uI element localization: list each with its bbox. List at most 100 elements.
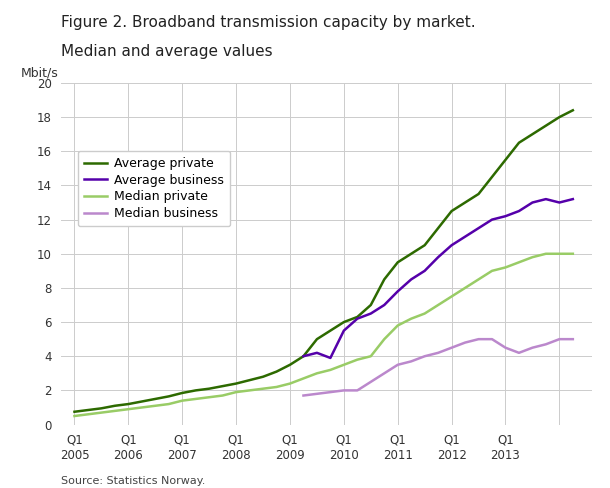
Median private [259,386,267,391]
Median private [556,251,563,257]
Average private [529,131,536,137]
Text: Median and average values: Median and average values [61,44,273,59]
Median private [152,403,159,408]
Average business [569,196,576,202]
Average private [461,200,468,205]
Median private [515,260,523,265]
Median private [124,406,132,412]
Average business [556,200,563,205]
Text: Figure 2. Broadband transmission capacity by market.: Figure 2. Broadband transmission capacit… [61,15,476,30]
Median business [569,336,576,342]
Average private [502,157,509,163]
Average private [569,107,576,113]
Median private [219,392,226,398]
Line: Median business: Median business [303,339,573,395]
Average business [448,243,455,248]
Average private [71,409,78,415]
Median private [206,394,213,400]
Median private [327,367,334,373]
Median private [273,384,280,390]
Average private [124,401,132,407]
Average private [489,174,496,180]
Median business [489,336,496,342]
Median private [71,413,78,419]
Average private [381,276,388,282]
Median business [461,340,468,346]
Median business [314,391,321,397]
Average private [434,225,442,231]
Median business [300,392,307,398]
Average private [206,386,213,391]
Average private [246,377,253,383]
Average private [327,328,334,334]
Legend: Average private, Average business, Median private, Median business: Average private, Average business, Media… [78,151,230,226]
Average private [394,260,401,265]
Average private [286,362,293,368]
Median business [340,387,348,393]
Median private [192,396,199,402]
Median private [300,376,307,382]
Median business [354,387,361,393]
Average business [314,350,321,356]
Median private [314,370,321,376]
Median business [407,358,415,364]
Median business [381,370,388,376]
Average private [98,406,105,411]
Average business [475,225,483,231]
Text: Mbit/s: Mbit/s [21,66,59,80]
Median private [381,336,388,342]
Average business [529,200,536,205]
Median business [327,389,334,395]
Average private [300,353,307,359]
Average private [273,369,280,375]
Median private [84,411,92,417]
Median private [448,293,455,299]
Median private [138,405,145,410]
Average business [340,328,348,334]
Line: Average business: Average business [303,199,573,358]
Average private [407,251,415,257]
Median business [367,379,375,385]
Median private [340,362,348,368]
Median business [529,345,536,350]
Average business [327,355,334,361]
Average private [367,302,375,308]
Text: Source: Statistics Norway.: Source: Statistics Norway. [61,476,206,486]
Average private [354,314,361,320]
Average private [179,390,186,396]
Median private [529,254,536,260]
Average private [84,407,92,413]
Average private [448,208,455,214]
Average private [515,140,523,145]
Average private [421,243,428,248]
Line: Average private: Average private [74,110,573,412]
Average business [354,316,361,322]
Average private [556,114,563,120]
Average business [394,288,401,294]
Median private [475,276,483,282]
Average business [421,268,428,274]
Average business [489,217,496,223]
Average business [434,254,442,260]
Average private [165,393,173,399]
Average private [542,123,550,129]
Median private [489,268,496,274]
Median private [179,398,186,404]
Median private [407,316,415,322]
Median private [461,285,468,291]
Median private [502,264,509,270]
Average business [502,213,509,219]
Median business [475,336,483,342]
Average business [461,234,468,240]
Median private [367,353,375,359]
Average business [381,302,388,308]
Average private [152,396,159,402]
Median private [542,251,550,257]
Median business [421,353,428,359]
Median business [542,342,550,347]
Average business [542,196,550,202]
Median business [515,350,523,356]
Average business [367,311,375,317]
Median private [286,381,293,386]
Median private [354,357,361,363]
